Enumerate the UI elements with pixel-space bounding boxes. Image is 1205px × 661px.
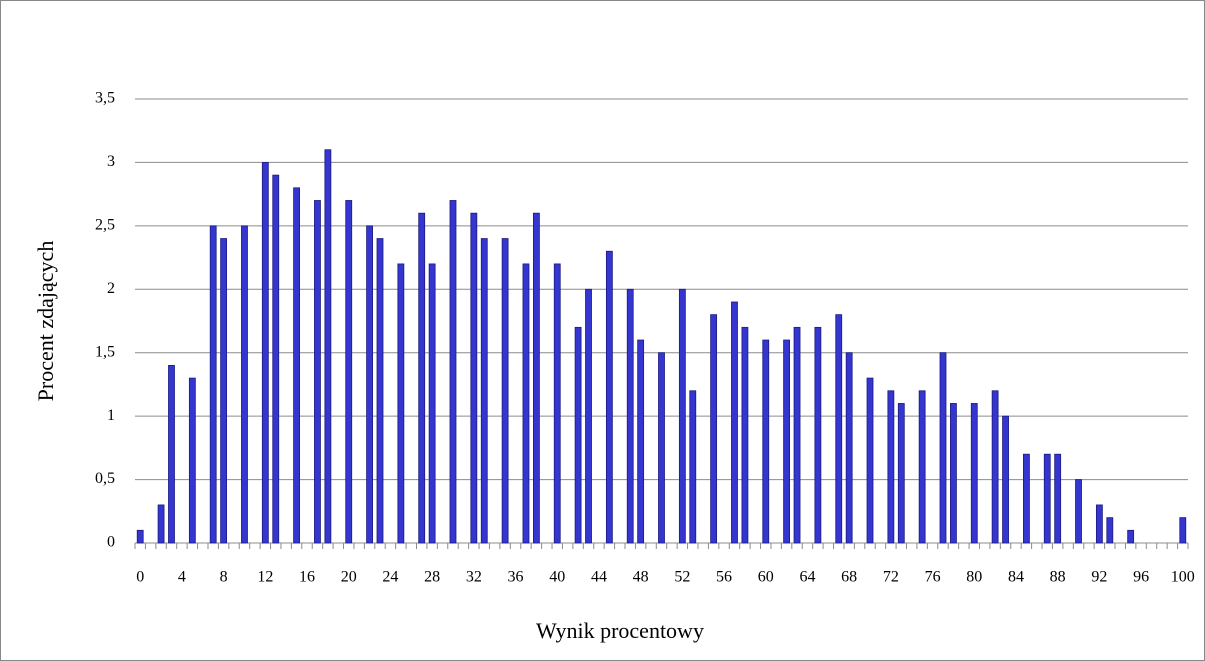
bar — [314, 200, 321, 544]
x-tick-label: 68 — [841, 569, 857, 586]
bar — [887, 390, 895, 544]
x-tick-label: 96 — [1133, 569, 1149, 586]
x-axis-title: Wynik procentowy — [536, 618, 704, 643]
bar — [272, 174, 280, 544]
x-tick-label: 48 — [633, 569, 649, 586]
bar — [678, 288, 686, 544]
bar — [1054, 453, 1062, 544]
bar — [449, 200, 457, 544]
bar — [157, 504, 165, 544]
bar — [970, 403, 978, 544]
bar — [741, 326, 749, 544]
bar — [1127, 529, 1135, 544]
x-tick-label: 84 — [1008, 569, 1024, 586]
x-tick-label: 56 — [716, 569, 732, 586]
x-tick-label: 20 — [341, 569, 357, 586]
x-tick-label: 92 — [1091, 569, 1107, 586]
bar — [939, 352, 947, 544]
x-tick-label: 72 — [883, 569, 899, 586]
x-tick-label: 36 — [508, 569, 524, 586]
bar — [136, 529, 144, 544]
bar — [762, 339, 770, 544]
bar — [814, 326, 822, 544]
bar — [293, 187, 300, 544]
y-tick-label: 0,5 — [95, 470, 115, 487]
y-axis-title: Procent zdających — [33, 241, 58, 402]
bar — [845, 352, 853, 544]
bar — [376, 238, 384, 544]
bar — [480, 238, 488, 544]
x-tick-label: 32 — [466, 569, 482, 586]
x-tick-label: 24 — [382, 569, 398, 586]
y-tick-label: 2 — [107, 280, 115, 297]
x-tick-label: 64 — [799, 569, 815, 586]
bar — [710, 314, 718, 544]
y-tick-label: 3,5 — [95, 90, 115, 107]
bar — [1179, 517, 1187, 544]
bar — [470, 212, 478, 544]
bar — [324, 149, 332, 544]
x-tick-label: 0 — [136, 569, 144, 586]
bar — [897, 403, 905, 544]
bar — [585, 288, 592, 544]
bar — [397, 263, 405, 544]
bar — [209, 225, 217, 544]
bar — [1002, 415, 1009, 544]
bar — [835, 314, 843, 544]
bar — [188, 377, 196, 544]
bar — [731, 301, 738, 544]
y-tick-label: 1,5 — [95, 343, 115, 360]
bar — [950, 403, 957, 544]
bar — [605, 250, 613, 544]
x-tick-label: 52 — [674, 569, 690, 586]
bar — [918, 390, 926, 544]
bar — [532, 212, 540, 544]
bar — [1043, 453, 1051, 544]
x-tick-label: 60 — [758, 569, 774, 586]
bar — [574, 326, 582, 544]
y-tick-label: 0 — [107, 534, 115, 551]
bar — [991, 390, 999, 544]
bar — [418, 212, 426, 544]
y-tick-label: 1 — [107, 407, 115, 424]
bar — [553, 263, 561, 544]
bar — [658, 352, 665, 544]
bar — [366, 225, 373, 544]
bar — [866, 377, 874, 544]
x-tick-label: 40 — [549, 569, 565, 586]
x-tick-label: 80 — [966, 569, 982, 586]
x-tick-label: 44 — [591, 569, 607, 586]
x-tick-label: 100 — [1171, 569, 1195, 586]
bar — [1023, 453, 1030, 544]
x-tick-label: 28 — [424, 569, 440, 586]
x-tick-label: 16 — [299, 569, 315, 586]
bar — [637, 339, 645, 544]
bar — [168, 364, 175, 544]
x-tick-label: 12 — [257, 569, 273, 586]
x-tick-label: 88 — [1050, 569, 1066, 586]
bar — [522, 263, 530, 544]
bar — [428, 263, 436, 544]
x-tick-label: 8 — [220, 569, 228, 586]
y-tick-label: 3 — [107, 153, 115, 170]
x-tick-label: 4 — [178, 569, 186, 586]
bar — [261, 162, 269, 544]
bar — [220, 238, 228, 544]
bar — [793, 326, 801, 544]
bar — [501, 238, 509, 544]
bar — [626, 288, 634, 544]
bar — [689, 390, 697, 544]
bar — [241, 225, 248, 544]
bar — [1075, 479, 1082, 544]
y-tick-label: 2,5 — [95, 217, 115, 234]
bar — [1106, 517, 1114, 544]
bar — [345, 200, 353, 544]
x-tick-label: 76 — [925, 569, 941, 586]
bar — [1095, 504, 1103, 544]
bar — [783, 339, 791, 544]
